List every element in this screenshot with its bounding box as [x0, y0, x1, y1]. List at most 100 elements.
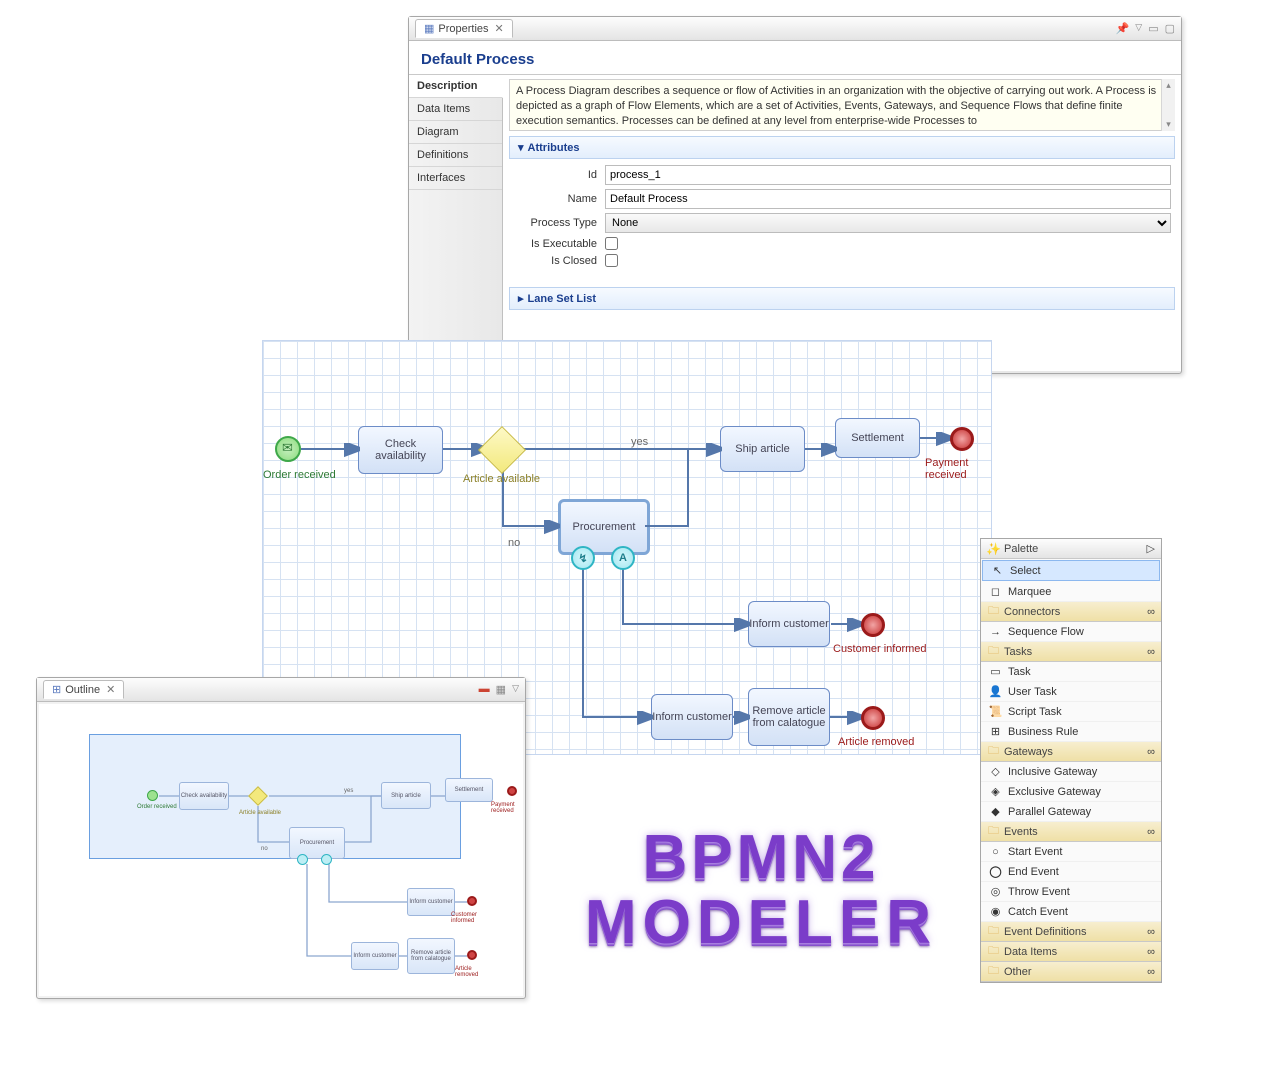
task-icon: ▭ — [989, 665, 1002, 678]
boundary-event-1[interactable]: ↯ — [571, 546, 595, 570]
outline-tab[interactable]: ⊞ Outline ✕ — [43, 680, 124, 699]
sidebar-tab-interfaces[interactable]: Interfaces — [409, 167, 502, 190]
folder-icon: 🗀 — [987, 745, 1000, 758]
palette-item-throw-event[interactable]: ◎Throw Event — [981, 882, 1161, 902]
palette-section-events[interactable]: 🗀Events∞ — [981, 822, 1161, 842]
inclusive-gateway-icon: ◇ — [989, 765, 1002, 778]
gateway-label: Article available — [463, 473, 540, 485]
palette-item-start-event[interactable]: ○Start Event — [981, 842, 1161, 862]
properties-title: Default Process — [409, 41, 1181, 75]
outline-panel: ⊞ Outline ✕ ▬ ▦ ▽ Order received Check a… — [36, 677, 526, 999]
folder-icon: 🗀 — [987, 925, 1000, 938]
palette-item-catch-event[interactable]: ◉Catch Event — [981, 902, 1161, 922]
process-type-label: Process Type — [513, 217, 605, 229]
user-task-icon: 👤 — [989, 685, 1002, 698]
folder-icon: 🗀 — [987, 645, 1000, 658]
palette-item-user-task[interactable]: 👤User Task — [981, 682, 1161, 702]
end-event-customer[interactable] — [861, 613, 885, 637]
palette-section-data-items[interactable]: 🗀Data Items∞ — [981, 942, 1161, 962]
properties-tabbar: ▦ Properties ✕ 📌 ▽ ▭ ▢ — [409, 17, 1181, 41]
palette-section-gateways[interactable]: 🗀Gateways∞ — [981, 742, 1161, 762]
script-task-icon: 📜 — [989, 705, 1002, 718]
end-event-article[interactable] — [861, 706, 885, 730]
name-label: Name — [513, 193, 605, 205]
outline-mode-2-icon[interactable]: ▦ — [496, 683, 506, 696]
name-input[interactable] — [605, 189, 1171, 209]
flow-label-no: no — [508, 537, 520, 549]
folder-icon: 🗀 — [987, 605, 1000, 618]
palette-section-other[interactable]: 🗀Other∞ — [981, 962, 1161, 982]
id-input[interactable] — [605, 165, 1171, 185]
palette-item-sequence-flow[interactable]: →Sequence Flow — [981, 622, 1161, 642]
folder-icon: 🗀 — [987, 945, 1000, 958]
outline-tab-label: Outline — [65, 684, 100, 696]
palette-item-inclusive-gateway[interactable]: ◇Inclusive Gateway — [981, 762, 1161, 782]
sidebar-tab-definitions[interactable]: Definitions — [409, 144, 502, 167]
properties-tab[interactable]: ▦ Properties ✕ — [415, 19, 513, 38]
palette-item-script-task[interactable]: 📜Script Task — [981, 702, 1161, 722]
is-executable-checkbox[interactable] — [605, 237, 618, 250]
pin-icon[interactable]: 📌 — [1116, 22, 1130, 35]
cursor-icon: ↖ — [991, 564, 1004, 577]
boundary-event-2[interactable]: A — [611, 546, 635, 570]
is-closed-checkbox[interactable] — [605, 254, 618, 267]
minimize-icon[interactable]: ▭ — [1148, 22, 1158, 35]
start-event-label: Order received — [263, 469, 336, 481]
palette-select-tool[interactable]: ↖Select — [982, 560, 1160, 581]
id-label: Id — [513, 169, 605, 181]
palette-panel: ✨ Palette ▷ ↖Select ◻Marquee 🗀Connectors… — [980, 538, 1162, 983]
outline-tabbar: ⊞ Outline ✕ ▬ ▦ ▽ — [37, 678, 525, 702]
end-event-payment-label: Payment received — [925, 457, 991, 481]
exclusive-gateway-icon: ◈ — [989, 785, 1002, 798]
palette-item-exclusive-gateway[interactable]: ◈Exclusive Gateway — [981, 782, 1161, 802]
palette-item-task[interactable]: ▭Task — [981, 662, 1161, 682]
throw-event-icon: ◎ — [989, 885, 1002, 898]
properties-sidebar: Description Data Items Diagram Definitio… — [409, 75, 503, 371]
properties-content: A Process Diagram describes a sequence o… — [503, 75, 1181, 371]
palette-section-connectors[interactable]: 🗀Connectors∞ — [981, 602, 1161, 622]
outline-mode-1-icon[interactable]: ▬ — [479, 683, 490, 696]
maximize-icon[interactable]: ▢ — [1165, 22, 1175, 35]
palette-collapse-icon[interactable]: ▷ — [1147, 542, 1155, 555]
close-icon[interactable]: ✕ — [106, 683, 115, 696]
properties-tab-label: Properties — [438, 23, 488, 35]
marquee-icon: ◻ — [989, 585, 1002, 598]
start-event-icon: ○ — [989, 845, 1002, 858]
description-scrollbar[interactable]: ▴▾ — [1161, 79, 1175, 131]
outline-body[interactable]: Order received Check availability Articl… — [39, 704, 523, 996]
palette-icon: ✨ — [987, 542, 1000, 555]
properties-panel: ▦ Properties ✕ 📌 ▽ ▭ ▢ Default Process D… — [408, 16, 1182, 374]
start-event[interactable] — [275, 436, 301, 462]
end-event-payment[interactable] — [950, 427, 974, 451]
menu-triangle-icon[interactable]: ▽ — [1135, 22, 1142, 35]
parallel-gateway-icon: ◆ — [989, 805, 1002, 818]
is-executable-label: Is Executable — [513, 238, 605, 250]
end-event-article-label: Article removed — [838, 736, 914, 748]
palette-section-tasks[interactable]: 🗀Tasks∞ — [981, 642, 1161, 662]
palette-header[interactable]: ✨ Palette ▷ — [981, 539, 1161, 559]
is-closed-label: Is Closed — [513, 255, 605, 267]
palette-item-parallel-gateway[interactable]: ◆Parallel Gateway — [981, 802, 1161, 822]
business-rule-icon: ⊞ — [989, 725, 1002, 738]
sidebar-tab-description[interactable]: Description — [409, 75, 503, 98]
menu-triangle-icon[interactable]: ▽ — [512, 683, 519, 696]
flow-label-yes: yes — [631, 436, 648, 448]
attributes-header[interactable]: ▾Attributes — [509, 136, 1175, 159]
process-type-select[interactable]: None — [605, 213, 1171, 233]
folder-icon: 🗀 — [987, 965, 1000, 978]
palette-marquee-tool[interactable]: ◻Marquee — [981, 582, 1161, 602]
close-icon[interactable]: ✕ — [495, 22, 504, 35]
outline-minimap: Order received Check availability Articl… — [89, 734, 489, 984]
sidebar-tab-data-items[interactable]: Data Items — [409, 98, 502, 121]
palette-section-event-definitions[interactable]: 🗀Event Definitions∞ — [981, 922, 1161, 942]
end-event-customer-label: Customer informed — [833, 643, 927, 655]
sidebar-tab-diagram[interactable]: Diagram — [409, 121, 502, 144]
end-event-icon: ◯ — [989, 865, 1002, 878]
description-text[interactable]: A Process Diagram describes a sequence o… — [509, 79, 1175, 131]
bpmn2-modeler-logo: BPMN2 MODELER — [585, 825, 937, 955]
palette-item-business-rule[interactable]: ⊞Business Rule — [981, 722, 1161, 742]
sequence-flow-icon: → — [989, 625, 1002, 638]
lane-set-list-header[interactable]: ▸Lane Set List — [509, 287, 1175, 310]
palette-item-end-event[interactable]: ◯End Event — [981, 862, 1161, 882]
properties-icon: ▦ — [424, 22, 434, 35]
